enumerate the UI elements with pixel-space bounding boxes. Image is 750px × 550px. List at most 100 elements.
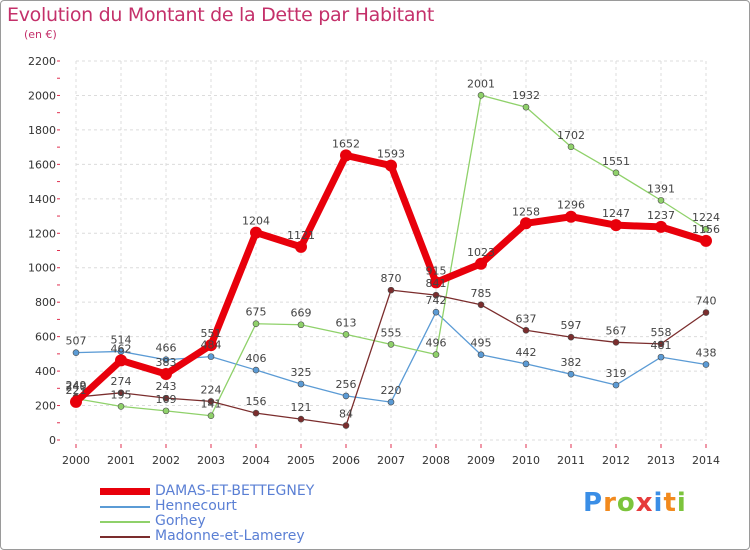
data-point — [387, 286, 395, 294]
data-label: 567 — [606, 324, 627, 337]
y-tick-label: 1200 — [28, 227, 56, 240]
legend-swatch-gorhey — [100, 521, 150, 523]
data-label: 249 — [66, 379, 87, 392]
data-label: 1121 — [287, 229, 315, 242]
data-point — [117, 389, 125, 397]
data-label: 669 — [291, 307, 312, 320]
data-label: 558 — [651, 326, 672, 339]
data-point — [342, 331, 350, 338]
x-tick-label: 2003 — [197, 454, 225, 467]
data-label: 382 — [561, 356, 582, 369]
data-label: 1204 — [242, 215, 270, 228]
data-label: 1296 — [557, 199, 585, 212]
data-label: 195 — [111, 388, 132, 401]
logo-letter: t — [663, 488, 677, 518]
y-tick-label: 600 — [35, 331, 56, 344]
data-label: 841 — [426, 277, 447, 290]
data-point — [702, 309, 710, 316]
data-point — [477, 351, 485, 359]
x-tick-label: 2005 — [287, 454, 315, 467]
y-tick-label: 800 — [35, 296, 56, 309]
y-tick-label: 1800 — [28, 124, 56, 137]
data-point — [702, 225, 710, 233]
data-point — [297, 415, 305, 423]
data-label: 462 — [111, 342, 132, 355]
data-label: 1652 — [332, 137, 360, 150]
data-point — [160, 368, 172, 381]
x-tick-label: 2009 — [467, 454, 495, 467]
legend-swatch-damas — [100, 488, 150, 495]
data-point — [70, 395, 82, 408]
logo-letter: i — [653, 488, 664, 518]
data-label: 495 — [471, 337, 492, 350]
data-label: 1156 — [692, 223, 720, 236]
data-point — [385, 159, 397, 172]
data-point — [655, 220, 667, 233]
data-point — [610, 219, 622, 232]
data-label: 156 — [246, 395, 267, 408]
data-label: 1702 — [557, 129, 585, 142]
data-point — [522, 103, 530, 111]
data-point — [475, 257, 487, 270]
data-label: 1593 — [377, 148, 405, 161]
data-point — [252, 409, 260, 417]
y-tick-label: 2000 — [28, 89, 56, 102]
data-point — [477, 91, 485, 99]
data-point — [387, 398, 395, 406]
data-point — [430, 276, 442, 289]
data-point — [117, 403, 125, 410]
data-point — [567, 370, 575, 378]
y-tick-label: 200 — [35, 400, 56, 413]
x-tick-label: 2002 — [152, 454, 180, 467]
data-label: 1023 — [467, 246, 495, 259]
x-tick-label: 2004 — [242, 454, 270, 467]
data-point — [295, 240, 307, 253]
data-point — [657, 197, 665, 204]
data-point — [252, 320, 260, 328]
x-tick-label: 2007 — [377, 454, 405, 467]
plot-area — [58, 55, 740, 448]
data-label: 1247 — [602, 207, 630, 220]
data-label: 915 — [426, 264, 447, 277]
data-label: 224 — [201, 383, 222, 396]
data-label: 442 — [516, 346, 537, 359]
data-point — [207, 398, 215, 405]
data-label: 1391 — [647, 182, 675, 195]
data-point — [205, 339, 217, 352]
data-label: 507 — [66, 335, 87, 348]
x-tick-label: 2011 — [557, 454, 585, 467]
data-label: 325 — [291, 366, 312, 379]
data-point — [162, 356, 170, 364]
data-point — [342, 392, 350, 400]
data-point — [612, 169, 620, 177]
data-label: 141 — [201, 398, 222, 411]
data-point — [297, 321, 305, 329]
data-point — [522, 360, 530, 368]
data-label: 406 — [246, 352, 267, 365]
data-label: 84 — [339, 408, 353, 421]
data-label: 243 — [156, 380, 177, 393]
y-tick-label: 400 — [35, 365, 56, 378]
x-tick-label: 2000 — [62, 454, 90, 467]
data-label: 484 — [201, 339, 222, 352]
legend-swatch-hennecourt — [100, 506, 150, 508]
data-point — [340, 149, 352, 162]
data-label: 466 — [156, 342, 177, 355]
data-label: 637 — [516, 312, 537, 325]
data-point — [207, 353, 215, 360]
data-point — [115, 354, 127, 367]
data-point — [477, 301, 485, 309]
data-point — [432, 291, 440, 299]
data-label: 2001 — [467, 77, 495, 90]
x-tick-label: 2013 — [647, 454, 675, 467]
y-tick-label: 0 — [49, 434, 56, 447]
data-point — [432, 308, 440, 316]
legend-label-madonne: Madonne-et-Lamerey — [155, 528, 305, 544]
data-label: 256 — [336, 378, 357, 391]
y-tick-label: 1000 — [28, 262, 56, 275]
data-label: 742 — [426, 294, 447, 307]
data-point — [657, 353, 665, 361]
data-point — [520, 217, 532, 230]
legend-label-gorhey: Gorhey — [155, 513, 206, 529]
